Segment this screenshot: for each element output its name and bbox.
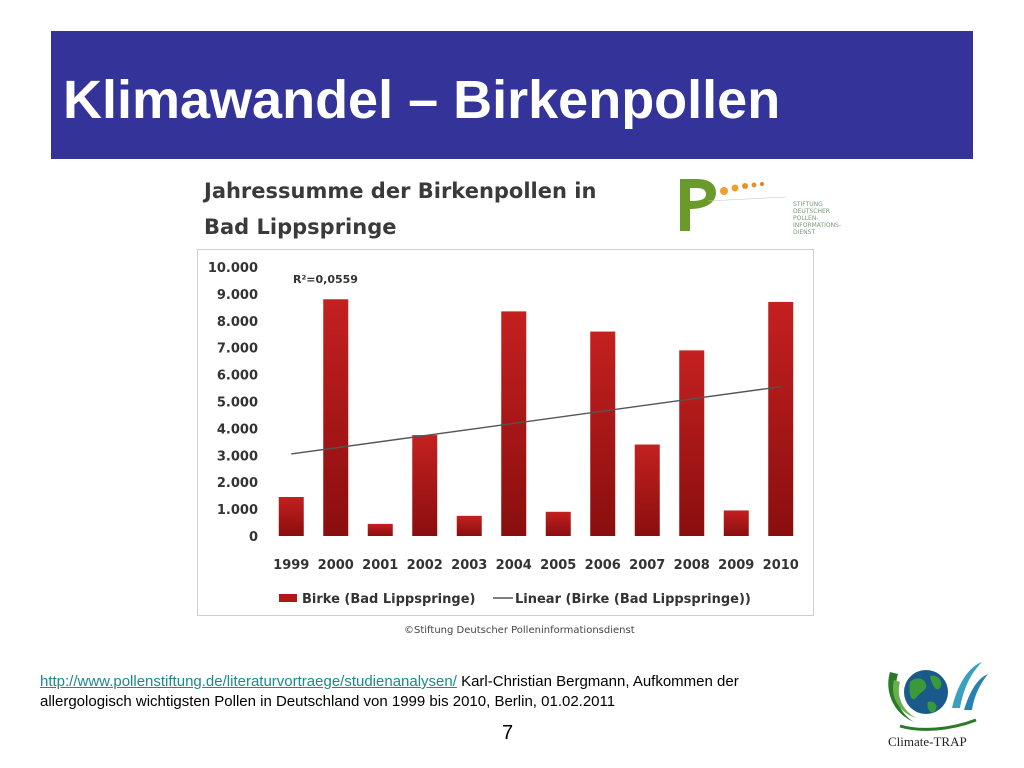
- x-tick-label: 2006: [585, 558, 621, 573]
- slide-title: Klimawandel – Birkenpollen: [63, 70, 781, 130]
- x-tick-label: 2009: [718, 558, 754, 573]
- bar-2007: [634, 444, 660, 536]
- x-tick-label: 1999: [273, 558, 309, 573]
- y-tick-label: 2.000: [217, 476, 258, 491]
- bar-1999: [278, 496, 304, 536]
- source-text: Karl-Christian Bergmann, Aufkommen der a…: [40, 673, 739, 710]
- r-squared-annotation: R²=0,0559: [293, 273, 358, 286]
- chart-copyright: ©Stiftung Deutscher Polleninformationsdi…: [404, 625, 635, 636]
- y-tick-label: 6.000: [217, 369, 258, 384]
- y-tick-label: 8.000: [217, 315, 258, 330]
- page-number: 7: [502, 722, 514, 744]
- trendline: [291, 386, 781, 455]
- title-bar: Klimawandel – Birkenpollen: [51, 31, 973, 159]
- y-tick-label: 1.000: [217, 503, 258, 518]
- y-tick-label: 0: [249, 530, 258, 545]
- bar-2002: [412, 435, 438, 536]
- chart-image: Jahressumme der Birkenpollen in Bad Lipp…: [163, 159, 868, 644]
- x-tick-label: 2008: [674, 558, 710, 573]
- bar-2009: [723, 510, 749, 536]
- logo-text: STIFTUNG DEUTSCHER POLLEN- INFORMATIONS-…: [793, 201, 842, 236]
- y-tick-label: 7.000: [217, 342, 258, 357]
- y-tick-label: 9.000: [217, 288, 258, 303]
- pollen-foundation-logo: STIFTUNG DEUTSCHER POLLEN- INFORMATIONS-…: [668, 171, 868, 241]
- bar-2000: [323, 299, 349, 536]
- source-citation: http://www.pollenstiftung.de/literaturvo…: [40, 672, 820, 712]
- y-tick-label: 4.000: [217, 422, 258, 437]
- plot-frame: [197, 249, 814, 616]
- bar-2006: [590, 331, 616, 536]
- legend-label-trendline: Linear (Birke (Bad Lippspringe)): [515, 592, 751, 607]
- y-tick-label: 10.000: [208, 261, 258, 276]
- legend-label-bars: Birke (Bad Lippspringe): [302, 592, 475, 607]
- chart-title-line2: Bad Lippspringe: [204, 215, 397, 239]
- x-tick-label: 2001: [362, 558, 398, 573]
- y-tick-label: 5.000: [217, 396, 258, 411]
- bar-2010: [768, 301, 794, 536]
- x-tick-label: 2007: [629, 558, 665, 573]
- source-link[interactable]: http://www.pollenstiftung.de/literaturvo…: [40, 673, 457, 690]
- y-tick-label: 3.000: [217, 449, 258, 464]
- climate-trap-logo: Climate-TRAP: [880, 652, 992, 752]
- x-tick-label: 2004: [496, 558, 532, 573]
- bar-2003: [456, 515, 482, 536]
- chart-title-line1: Jahressumme der Birkenpollen in: [204, 179, 597, 203]
- bar-chart: 0 1.000 2.000 3.000 4.000 5.000 6.000 7.000 8.00…: [208, 261, 799, 607]
- x-tick-label: 2002: [407, 558, 443, 573]
- bar-2008: [679, 350, 705, 536]
- legend-swatch-bars: [279, 594, 297, 602]
- x-tick-label: 2003: [451, 558, 487, 573]
- climate-trap-label: Climate-TRAP: [888, 734, 967, 749]
- x-tick-label: 2000: [318, 558, 354, 573]
- bar-2005: [545, 511, 571, 536]
- x-tick-label: 2010: [763, 558, 799, 573]
- bar-2001: [367, 523, 393, 536]
- x-tick-label: 2005: [540, 558, 576, 573]
